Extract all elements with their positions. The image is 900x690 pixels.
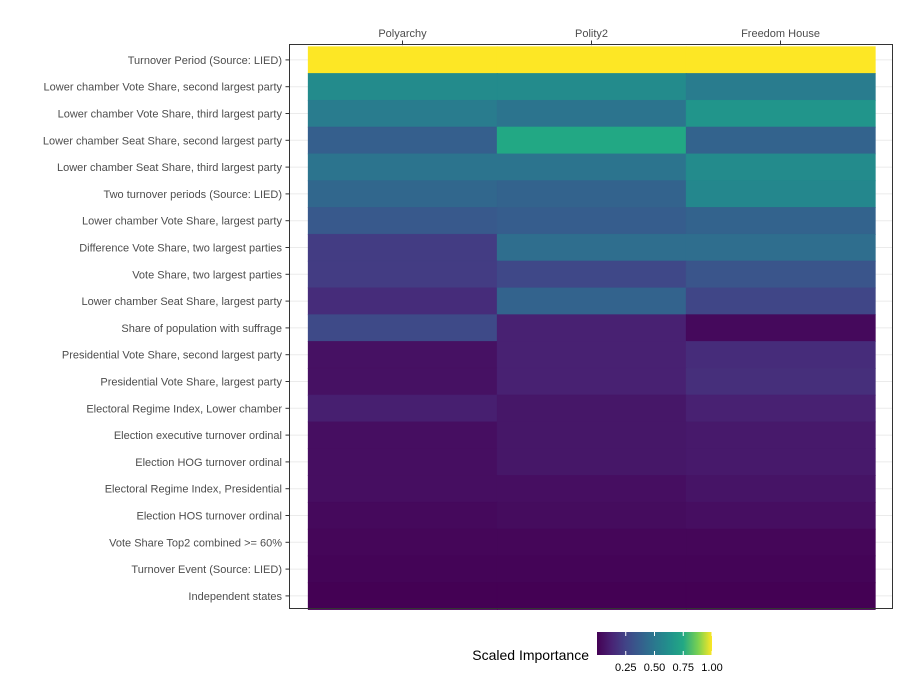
heatmap-tile-two-turnover-periods-source-lied-polity2 — [496, 180, 687, 208]
heatmap-tile-lower-chamber-vote-share-largest-party-polyarchy — [307, 207, 498, 235]
heatmap-tile-independent-states-polity2 — [496, 582, 687, 610]
heatmap-tile-turnover-event-source-lied-freedom-house — [685, 555, 876, 584]
y-tick-label-election-hog-turnover-ordinal: Election HOG turnover ordinal — [135, 457, 282, 469]
heatmap-tile-vote-share-top2-combined-60-polity2 — [496, 528, 687, 557]
heatmap-tiles — [307, 46, 876, 610]
heatmap-tile-turnover-period-source-lied-polity2 — [496, 46, 687, 74]
y-tick-label-two-turnover-periods-source-lied: Two turnover periods (Source: LIED) — [103, 189, 282, 201]
heatmap-tile-share-of-population-with-suffrage-freedom-house — [685, 314, 876, 342]
heatmap-tile-lower-chamber-vote-share-second-largest-party-polity2 — [496, 73, 687, 101]
y-tick-label-electoral-regime-index-presidential: Electoral Regime Index, Presidential — [105, 484, 282, 496]
y-tick-label-turnover-event-source-lied: Turnover Event (Source: LIED) — [131, 564, 282, 576]
heatmap-tile-turnover-period-source-lied-polyarchy — [307, 46, 498, 74]
legend-title: Scaled Importance — [472, 647, 589, 663]
heatmap-tile-lower-chamber-vote-share-second-largest-party-freedom-house — [685, 73, 876, 101]
heatmap-tile-lower-chamber-vote-share-largest-party-polity2 — [496, 207, 687, 235]
heatmap-tile-independent-states-polyarchy — [307, 582, 498, 610]
heatmap-tile-lower-chamber-seat-share-second-largest-party-polyarchy — [307, 126, 498, 155]
heatmap-tile-election-hos-turnover-ordinal-polyarchy — [307, 501, 498, 530]
legend-tick-label: 0.25 — [615, 662, 636, 674]
heatmap-tile-election-executive-turnover-ordinal-polity2 — [496, 421, 687, 450]
heatmap-tile-election-executive-turnover-ordinal-freedom-house — [685, 421, 876, 450]
heatmap-tile-presidential-vote-share-second-largest-party-freedom-house — [685, 341, 876, 369]
heatmap-tile-vote-share-two-largest-parties-freedom-house — [685, 260, 876, 289]
heatmap-tile-independent-states-freedom-house — [685, 582, 876, 610]
y-tick-label-vote-share-two-largest-parties: Vote Share, two largest parties — [132, 269, 282, 281]
heatmap-tile-vote-share-two-largest-parties-polyarchy — [307, 260, 498, 289]
heatmap-tile-vote-share-two-largest-parties-polity2 — [496, 260, 687, 289]
heatmap-tile-lower-chamber-seat-share-largest-party-freedom-house — [685, 287, 876, 316]
heatmap-tile-two-turnover-periods-source-lied-freedom-house — [685, 180, 876, 208]
y-tick-label-presidential-vote-share-largest-party: Presidential Vote Share, largest party — [100, 377, 282, 389]
heatmap-tile-presidential-vote-share-second-largest-party-polyarchy — [307, 341, 498, 369]
heatmap-tile-difference-vote-share-two-largest-parties-polity2 — [496, 233, 687, 262]
heatmap-tile-lower-chamber-seat-share-third-largest-party-freedom-house — [685, 153, 876, 182]
heatmap-tile-lower-chamber-vote-share-third-largest-party-polyarchy — [307, 99, 498, 128]
heatmap-tile-electoral-regime-index-lower-chamber-freedom-house — [685, 394, 876, 423]
y-tick-label-lower-chamber-seat-share-second-largest-party: Lower chamber Seat Share, second largest… — [43, 135, 283, 147]
heatmap-tile-turnover-period-source-lied-freedom-house — [685, 46, 876, 74]
heatmap-tile-lower-chamber-seat-share-largest-party-polyarchy — [307, 287, 498, 316]
legend-tick-label: 1.00 — [701, 662, 722, 674]
y-axis: Turnover Period (Source: LIED) Lower cham… — [43, 55, 290, 603]
y-tick-label-difference-vote-share-two-largest-parties: Difference Vote Share, two largest parti… — [79, 243, 282, 255]
heatmap-tile-electoral-regime-index-lower-chamber-polyarchy — [307, 394, 498, 423]
heatmap-tile-lower-chamber-seat-share-largest-party-polity2 — [496, 287, 687, 316]
heatmap-tile-share-of-population-with-suffrage-polity2 — [496, 314, 687, 342]
y-tick-label-electoral-regime-index-lower-chamber: Electoral Regime Index, Lower chamber — [86, 403, 282, 415]
heatmap-tile-presidential-vote-share-largest-party-freedom-house — [685, 367, 876, 396]
heatmap-tile-electoral-regime-index-presidential-polyarchy — [307, 475, 498, 503]
heatmap-tile-vote-share-top2-combined-60-polyarchy — [307, 528, 498, 557]
heatmap-tile-lower-chamber-seat-share-second-largest-party-freedom-house — [685, 126, 876, 155]
y-tick-label-lower-chamber-seat-share-largest-party: Lower chamber Seat Share, largest party — [81, 296, 282, 308]
heatmap-tile-lower-chamber-vote-share-largest-party-freedom-house — [685, 207, 876, 235]
heatmap-tile-election-executive-turnover-ordinal-polyarchy — [307, 421, 498, 450]
heatmap-tile-difference-vote-share-two-largest-parties-freedom-house — [685, 233, 876, 262]
heatmap-tile-electoral-regime-index-lower-chamber-polity2 — [496, 394, 687, 423]
y-tick-label-election-executive-turnover-ordinal: Election executive turnover ordinal — [114, 430, 282, 442]
heatmap-tile-lower-chamber-vote-share-third-largest-party-polity2 — [496, 99, 687, 128]
heatmap-tile-election-hog-turnover-ordinal-polity2 — [496, 448, 687, 476]
x-tick-label-polyarchy: Polyarchy — [378, 28, 427, 40]
heatmap-tile-lower-chamber-vote-share-third-largest-party-freedom-house — [685, 99, 876, 128]
y-tick-label-lower-chamber-vote-share-third-largest-party: Lower chamber Vote Share, third largest … — [58, 109, 283, 121]
heatmap-tile-lower-chamber-seat-share-third-largest-party-polity2 — [496, 153, 687, 182]
y-tick-label-lower-chamber-seat-share-third-largest-party: Lower chamber Seat Share, third largest … — [57, 162, 283, 174]
heatmap-tile-vote-share-top2-combined-60-freedom-house — [685, 528, 876, 557]
x-tick-label-freedom-house: Freedom House — [741, 28, 820, 40]
heatmap-tile-difference-vote-share-two-largest-parties-polyarchy — [307, 233, 498, 262]
heatmap-tile-presidential-vote-share-second-largest-party-polity2 — [496, 341, 687, 369]
heatmap-tile-two-turnover-periods-source-lied-polyarchy — [307, 180, 498, 208]
y-tick-label-presidential-vote-share-second-largest-party: Presidential Vote Share, second largest … — [62, 350, 283, 362]
x-axis: Polyarchy Polity2 Freedom House — [378, 28, 820, 45]
y-tick-label-turnover-period-source-lied: Turnover Period (Source: LIED) — [128, 55, 282, 67]
y-tick-label-lower-chamber-vote-share-second-largest-party: Lower chamber Vote Share, second largest… — [44, 82, 283, 94]
heatmap-tile-election-hog-turnover-ordinal-freedom-house — [685, 448, 876, 476]
y-tick-label-election-hos-turnover-ordinal: Election HOS turnover ordinal — [136, 511, 282, 523]
legend-tick-label: 0.50 — [644, 662, 665, 674]
y-tick-label-share-of-population-with-suffrage: Share of population with suffrage — [121, 323, 282, 335]
legend-colorbar — [597, 632, 712, 655]
heatmap-tile-turnover-event-source-lied-polyarchy — [307, 555, 498, 584]
x-tick-label-polity2: Polity2 — [575, 28, 608, 40]
y-tick-label-vote-share-top2-combined-60: Vote Share Top2 combined >= 60% — [109, 537, 282, 549]
heatmap-tile-turnover-event-source-lied-polity2 — [496, 555, 687, 584]
heatmap-tile-election-hos-turnover-ordinal-freedom-house — [685, 501, 876, 530]
legend: Scaled Importance 0.25 0.50 0.75 1.00 — [472, 632, 723, 674]
heatmap-tile-lower-chamber-vote-share-second-largest-party-polyarchy — [307, 73, 498, 101]
heatmap-tile-share-of-population-with-suffrage-polyarchy — [307, 314, 498, 342]
heatmap-tile-electoral-regime-index-presidential-freedom-house — [685, 475, 876, 503]
heatmap-tile-electoral-regime-index-presidential-polity2 — [496, 475, 687, 503]
heatmap-tile-presidential-vote-share-largest-party-polyarchy — [307, 367, 498, 396]
heatmap-tile-lower-chamber-seat-share-second-largest-party-polity2 — [496, 126, 687, 155]
legend-ticks: 0.25 0.50 0.75 1.00 — [615, 632, 723, 674]
legend-tick-label: 0.75 — [673, 662, 694, 674]
heatmap-tile-presidential-vote-share-largest-party-polity2 — [496, 367, 687, 396]
y-tick-label-lower-chamber-vote-share-largest-party: Lower chamber Vote Share, largest party — [82, 216, 282, 228]
heatmap-tile-lower-chamber-seat-share-third-largest-party-polyarchy — [307, 153, 498, 182]
heatmap-tile-election-hog-turnover-ordinal-polyarchy — [307, 448, 498, 476]
heatmap-tile-election-hos-turnover-ordinal-polity2 — [496, 501, 687, 530]
y-tick-label-independent-states: Independent states — [188, 591, 282, 603]
